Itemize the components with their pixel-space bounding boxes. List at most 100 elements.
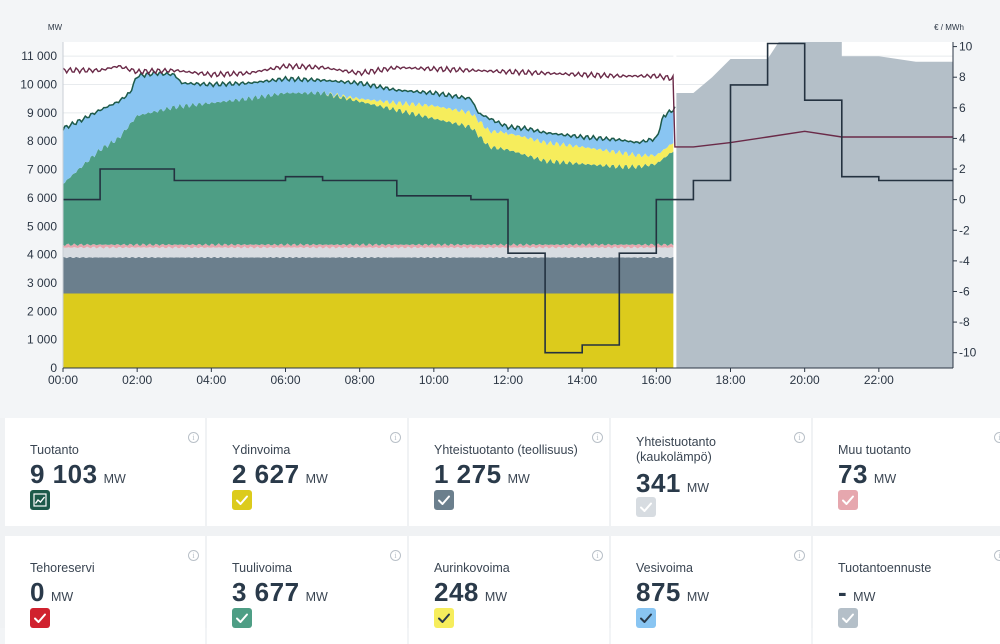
info-icon[interactable]: i (994, 432, 1000, 443)
card-value: 875 MW (636, 577, 709, 608)
card-value-unit: MW (305, 472, 328, 486)
card-toggle-checkbox[interactable] (636, 497, 656, 517)
card-title: Yhteistuotanto (kaukolämpö) (636, 435, 716, 464)
check-icon (640, 502, 652, 512)
card-value-unit: MW (103, 472, 126, 486)
consumption-line (62, 62, 953, 148)
total-production-line (62, 70, 676, 145)
card-vesivoima[interactable]: Vesivoima 875 MW i (611, 536, 811, 644)
y2-tick-label: -8 (959, 315, 970, 329)
card-value-unit: MW (305, 590, 328, 604)
card-tehoreservi[interactable]: Tehoreservi 0 MW i (5, 536, 205, 644)
card-title: Tehoreservi (30, 561, 95, 575)
card-value-number: 1 275 (434, 459, 502, 489)
card-toggle-checkbox[interactable] (232, 490, 252, 510)
info-icon[interactable]: i (592, 432, 603, 443)
chp-district-area (63, 246, 675, 259)
y-tick-label: 9 000 (27, 106, 57, 120)
y-tick-label: 6 000 (27, 191, 57, 205)
wind-area (63, 90, 675, 247)
card-value: 341 MW (636, 468, 709, 499)
y2-tick-label: -6 (959, 284, 970, 298)
info-icon[interactable]: i (188, 432, 199, 443)
y-tick-label: 7 000 (27, 163, 57, 177)
card-value: 3 677 MW (232, 577, 328, 608)
x-tick-label: 04:00 (196, 373, 226, 387)
card-title: Muu tuotanto (838, 443, 911, 457)
y2-tick-label: -10 (959, 346, 977, 360)
card-title: Vesivoima (636, 561, 693, 575)
card-title: Yhteistuotanto (teollisuus) (434, 443, 578, 457)
card-yhteistuotanto-teollisuus[interactable]: Yhteistuotanto (teollisuus) 1 275 MW i (409, 418, 609, 526)
card-value: 248 MW (434, 577, 507, 608)
check-icon (438, 613, 450, 623)
card-value: 73 MW (838, 459, 896, 490)
info-icon[interactable]: i (794, 550, 805, 561)
card-value-number: 9 103 (30, 459, 98, 489)
card-ydinvoima[interactable]: Ydinvoima 2 627 MW i (207, 418, 407, 526)
check-icon (438, 495, 450, 505)
x-tick-label: 22:00 (864, 373, 894, 387)
y2-axis-unit: € / MWh (934, 23, 964, 32)
card-tuotanto[interactable]: Tuotanto 9 103 MW i (5, 418, 205, 526)
x-tick-label: 06:00 (270, 373, 300, 387)
card-value-unit: MW (853, 590, 876, 604)
card-toggle-checkbox[interactable] (636, 608, 656, 628)
card-toggle-checkbox[interactable] (30, 608, 50, 628)
card-toggle-checkbox[interactable] (434, 608, 454, 628)
y2-tick-label: -4 (959, 254, 970, 268)
x-tick-label: 20:00 (790, 373, 820, 387)
card-yhteistuotanto-kaukolämpö[interactable]: Yhteistuotanto (kaukolämpö) 341 MW i (611, 418, 811, 526)
x-tick-label: 10:00 (419, 373, 449, 387)
card-value-number: 341 (636, 468, 681, 498)
info-icon[interactable]: i (794, 432, 805, 443)
y2-tick-label: -2 (959, 223, 970, 237)
check-icon (236, 495, 248, 505)
card-value-unit: MW (507, 472, 530, 486)
card-value: 2 627 MW (232, 459, 328, 490)
y2-tick-label: 2 (959, 162, 966, 176)
card-value: 1 275 MW (434, 459, 530, 490)
card-toggle-checkbox[interactable] (30, 490, 50, 510)
card-value-number: 0 (30, 577, 45, 607)
info-icon[interactable]: i (592, 550, 603, 561)
x-tick-label: 00:00 (48, 373, 78, 387)
y-tick-label: 10 000 (20, 78, 57, 92)
x-tick-label: 08:00 (345, 373, 375, 387)
price-line (63, 42, 953, 354)
other-production-area (63, 243, 675, 249)
card-title: Tuulivoima (232, 561, 292, 575)
info-icon[interactable]: i (994, 550, 1000, 561)
card-value-number: 248 (434, 577, 479, 607)
x-tick-label: 18:00 (715, 373, 745, 387)
card-value-number: 3 677 (232, 577, 300, 607)
card-toggle-checkbox[interactable] (838, 608, 858, 628)
check-icon (34, 613, 46, 623)
y-tick-label: 1 000 (27, 333, 57, 347)
chart-icon (33, 493, 47, 507)
y2-tick-label: 10 (959, 40, 973, 54)
y2-tick-label: 8 (959, 70, 966, 84)
y-tick-label: 2 000 (27, 304, 57, 318)
info-icon[interactable]: i (390, 432, 401, 443)
card-title: Ydinvoima (232, 443, 291, 457)
card-muu-tuotanto[interactable]: Muu tuotanto 73 MW i (813, 418, 1000, 526)
card-title: Tuotanto (30, 443, 79, 457)
card-title: Tuotantoennuste (838, 561, 932, 575)
check-icon (842, 495, 854, 505)
card-toggle-checkbox[interactable] (232, 608, 252, 628)
card-tuulivoima[interactable]: Tuulivoima 3 677 MW i (207, 536, 407, 644)
card-tuotantoennuste[interactable]: Tuotantoennuste - MW i (813, 536, 1000, 644)
y2-tick-label: 6 (959, 101, 966, 115)
card-value-number: 73 (838, 459, 868, 489)
card-aurinkovoima[interactable]: Aurinkovoima 248 MW i (409, 536, 609, 644)
card-value: 0 MW (30, 577, 73, 608)
check-icon (640, 613, 652, 623)
x-tick-label: 02:00 (122, 373, 152, 387)
y-axis-unit: MW (48, 23, 63, 32)
card-toggle-checkbox[interactable] (434, 490, 454, 510)
info-icon[interactable]: i (188, 550, 199, 561)
info-icon[interactable]: i (390, 550, 401, 561)
card-toggle-checkbox[interactable] (838, 490, 858, 510)
